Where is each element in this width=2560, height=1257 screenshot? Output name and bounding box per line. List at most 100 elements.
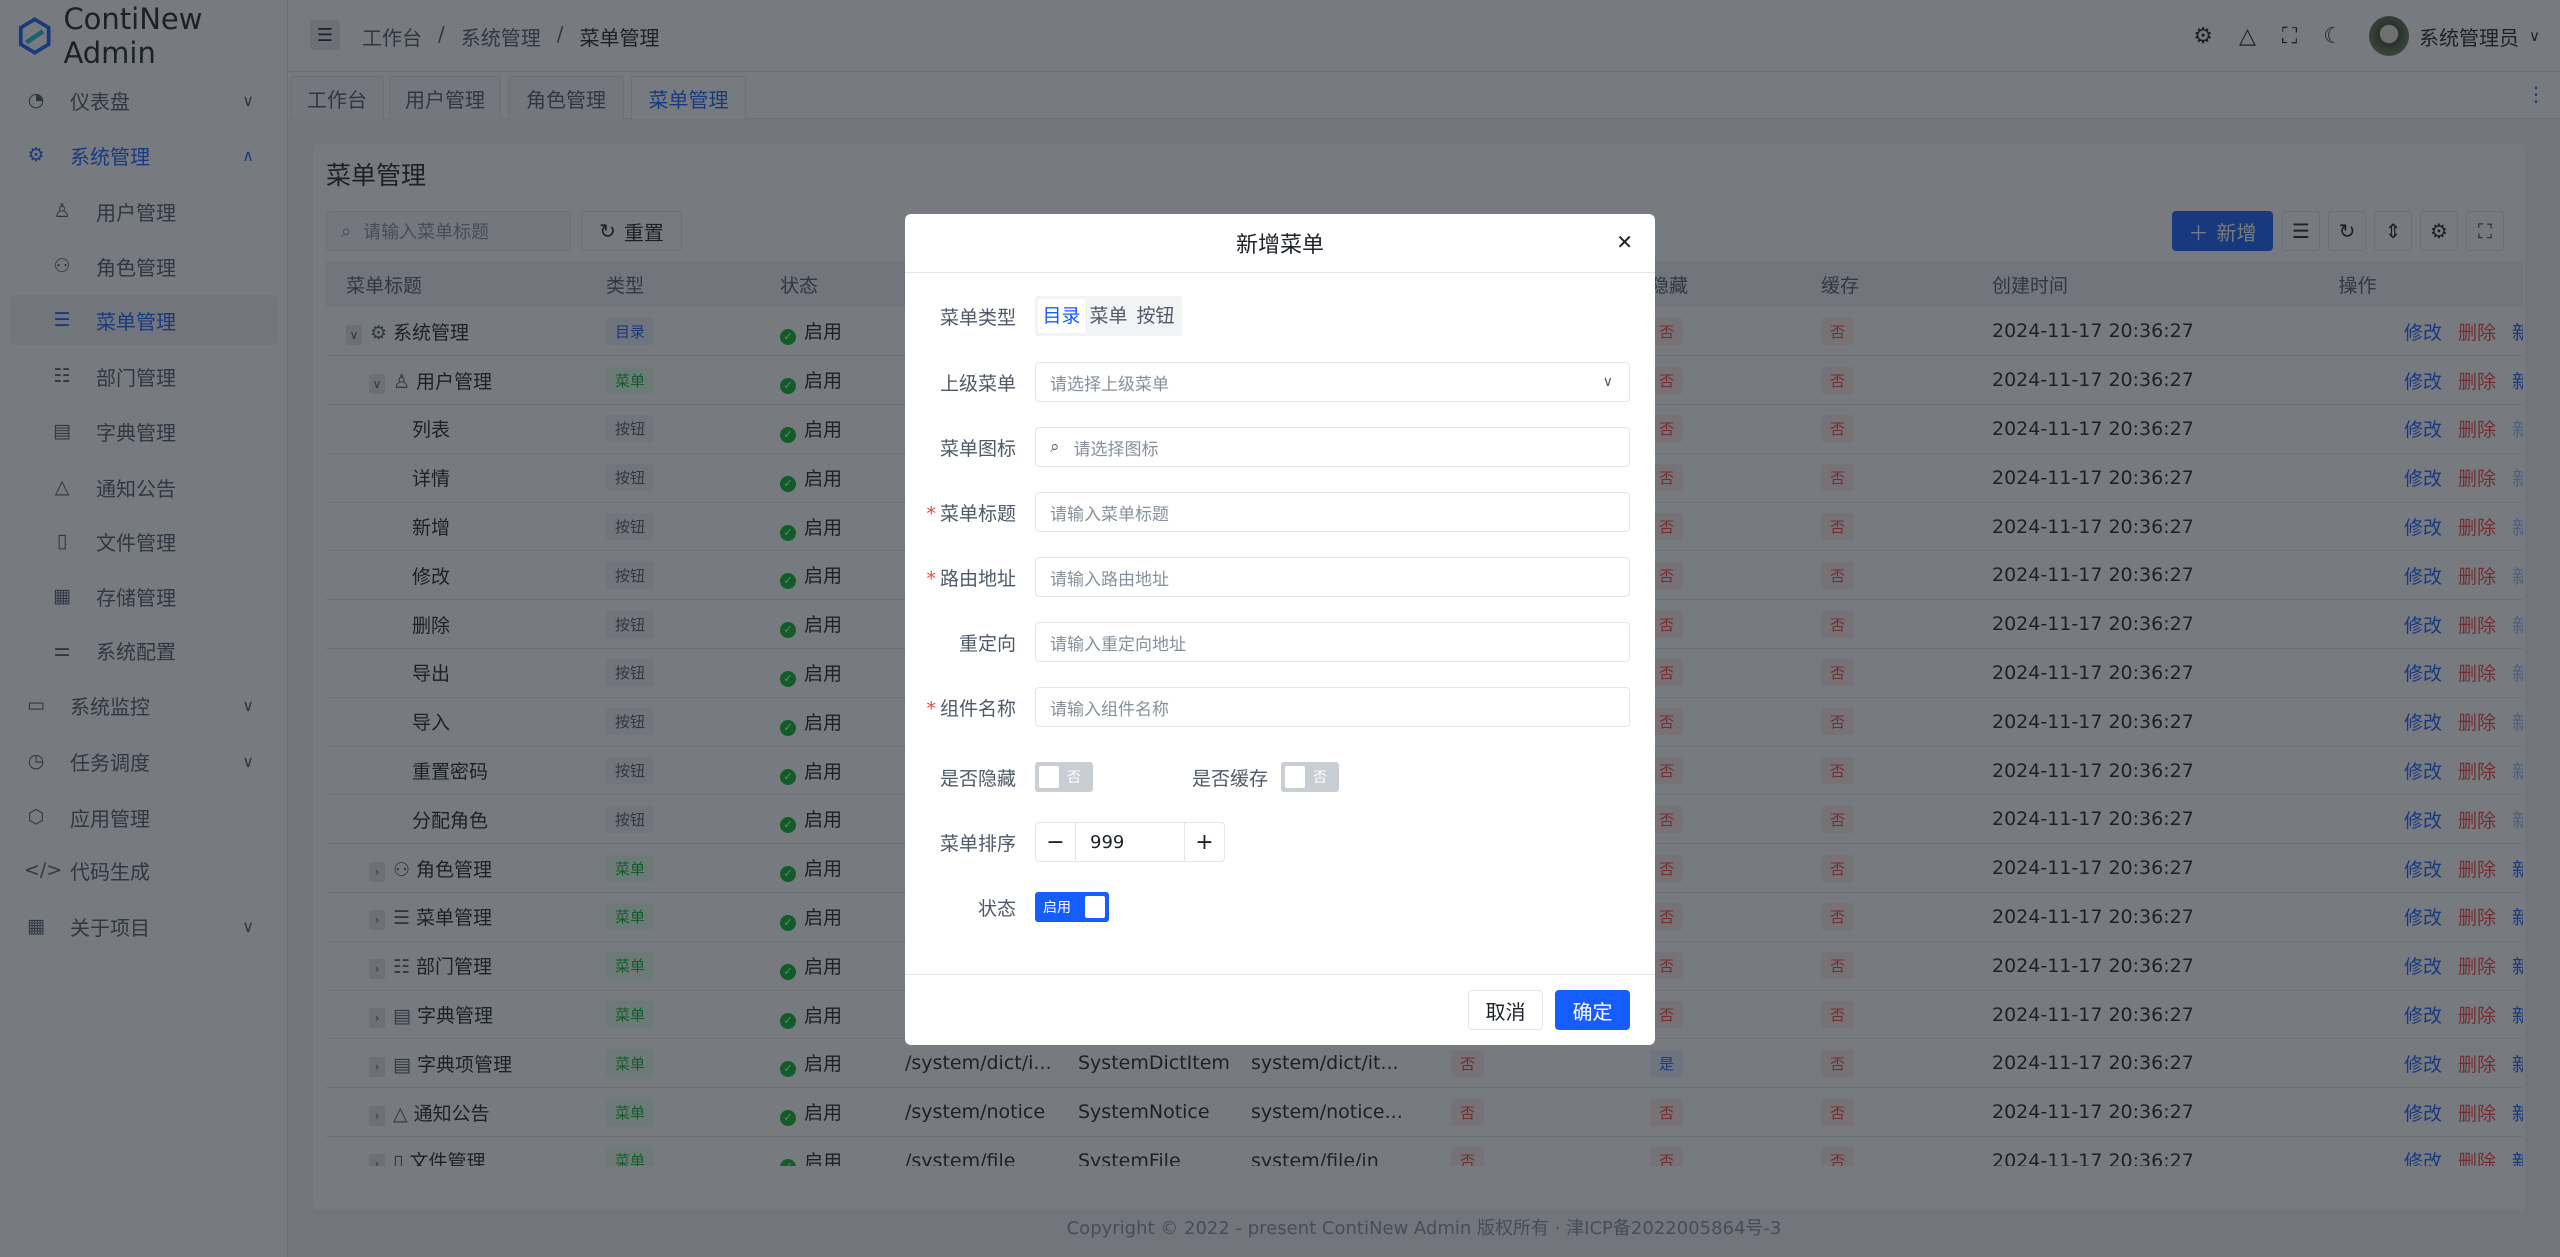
delete-link[interactable]: 删除: [2458, 321, 2497, 344]
sidebar-item[interactable]: ▤ 字典管理: [10, 406, 278, 456]
menu-type-directory[interactable]: 目录: [1038, 299, 1085, 333]
sidebar-item[interactable]: ⚇ 角色管理: [10, 241, 278, 291]
menu-type-button[interactable]: 按钮: [1136, 305, 1175, 327]
collapse-icon[interactable]: ›: [369, 861, 385, 882]
tab-role[interactable]: 角色管理: [508, 76, 624, 119]
add-child-link[interactable]: 新增: [2512, 1151, 2523, 1166]
delete-link[interactable]: 删除: [2458, 468, 2497, 491]
collapse-icon[interactable]: ›: [369, 1008, 385, 1029]
hidden-switch[interactable]: 否: [1035, 762, 1093, 792]
edit-link[interactable]: 修改: [2404, 761, 2443, 784]
bell-icon[interactable]: △: [2238, 23, 2256, 49]
sidebar-item[interactable]: ▦ 关于项目 ∨: [10, 901, 278, 951]
fullscreen-icon[interactable]: ⛶: [2281, 23, 2298, 49]
status-switch[interactable]: 启用: [1035, 892, 1109, 922]
moon-icon[interactable]: ☾: [2323, 23, 2344, 49]
sidebar-item[interactable]: </> 代码生成: [10, 845, 278, 895]
edit-link[interactable]: 修改: [2404, 809, 2443, 832]
edit-link[interactable]: 修改: [2404, 419, 2443, 442]
delete-link[interactable]: 删除: [2458, 712, 2497, 735]
expand-icon[interactable]: ∨: [346, 324, 362, 345]
fullscreen-button[interactable]: ⛶: [2466, 211, 2504, 251]
delete-link[interactable]: 删除: [2458, 663, 2497, 686]
add-child-link[interactable]: 新增: [2512, 1005, 2523, 1027]
edit-link[interactable]: 修改: [2404, 663, 2443, 686]
edit-link[interactable]: 修改: [2404, 1053, 2443, 1076]
add-child-link[interactable]: 新增: [2512, 1103, 2523, 1125]
menu-icon-select[interactable]: ⌕ 请选择图标: [1035, 427, 1630, 467]
delete-link[interactable]: 删除: [2458, 858, 2497, 881]
edit-link[interactable]: 修改: [2404, 907, 2443, 930]
delete-link[interactable]: 删除: [2458, 1151, 2497, 1166]
add-child-link[interactable]: 新增: [2512, 956, 2523, 978]
redirect-input[interactable]: 请输入重定向地址: [1035, 622, 1630, 662]
collapse-icon[interactable]: ›: [369, 1105, 385, 1126]
sidebar-item[interactable]: ⬡ 应用管理: [10, 792, 278, 842]
collapse-icon[interactable]: ›: [369, 959, 385, 980]
delete-link[interactable]: 删除: [2458, 956, 2497, 979]
decrement-button[interactable]: −: [1036, 823, 1076, 861]
delete-link[interactable]: 删除: [2458, 1005, 2497, 1028]
sidebar-item[interactable]: ◷ 任务调度 ∨: [10, 736, 278, 786]
edit-link[interactable]: 修改: [2404, 956, 2443, 979]
delete-link[interactable]: 删除: [2458, 370, 2497, 393]
search-input[interactable]: ⌕ 请输入菜单标题: [326, 211, 571, 251]
edit-link[interactable]: 修改: [2404, 1005, 2443, 1028]
collapse-icon[interactable]: ›: [369, 910, 385, 931]
edit-link[interactable]: 修改: [2404, 614, 2443, 637]
edit-link[interactable]: 修改: [2404, 565, 2443, 588]
more-icon[interactable]: ⋮: [2526, 82, 2546, 106]
sidebar-item[interactable]: ☷ 部门管理: [10, 351, 278, 401]
delete-link[interactable]: 删除: [2458, 565, 2497, 588]
sidebar-item[interactable]: △ 通知公告: [10, 462, 278, 512]
add-child-link[interactable]: 新增: [2512, 859, 2523, 881]
add-button[interactable]: ＋ 新增: [2172, 211, 2273, 251]
component-name-input[interactable]: 请输入组件名称: [1035, 687, 1630, 727]
delete-link[interactable]: 删除: [2458, 1053, 2497, 1076]
add-child-link[interactable]: 新增: [2512, 322, 2523, 344]
delete-link[interactable]: 删除: [2458, 761, 2497, 784]
edit-link[interactable]: 修改: [2404, 712, 2443, 735]
sort-input[interactable]: 999: [1090, 831, 1125, 853]
tab-user[interactable]: 用户管理: [389, 76, 501, 119]
tab-menu[interactable]: 菜单管理: [631, 76, 746, 119]
parent-menu-select[interactable]: 请选择上级菜单 ∨: [1035, 362, 1630, 402]
edit-link[interactable]: 修改: [2404, 321, 2443, 344]
tab-workbench[interactable]: 工作台: [290, 76, 384, 119]
sidebar-item[interactable]: ▦ 存储管理: [10, 571, 278, 621]
sidebar-item[interactable]: ⚌ 系统配置: [10, 625, 278, 675]
cache-switch[interactable]: 否: [1281, 762, 1339, 792]
delete-link[interactable]: 删除: [2458, 517, 2497, 540]
edit-link[interactable]: 修改: [2404, 858, 2443, 881]
edit-link[interactable]: 修改: [2404, 1102, 2443, 1125]
settings-icon[interactable]: ⚙: [2193, 23, 2213, 49]
sidebar-item[interactable]: ▯ 文件管理: [10, 516, 278, 566]
edit-link[interactable]: 修改: [2404, 1151, 2443, 1166]
sidebar-item[interactable]: ◔ 仪表盘 ∨: [10, 75, 278, 125]
sidebar-item[interactable]: ▭ 系统监控 ∨: [10, 680, 278, 730]
sidebar-item[interactable]: ☰ 菜单管理: [10, 295, 278, 345]
cancel-button[interactable]: 取消: [1468, 990, 1543, 1030]
sidebar-item[interactable]: ⚙ 系统管理 ∧: [10, 130, 278, 180]
expand-icon[interactable]: ∨: [369, 373, 385, 394]
increment-button[interactable]: +: [1184, 823, 1224, 861]
density-button[interactable]: ☰: [2282, 211, 2320, 251]
column-settings-button[interactable]: ⚙: [2420, 211, 2458, 251]
collapse-icon[interactable]: ›: [369, 1056, 385, 1077]
confirm-button[interactable]: 确定: [1555, 990, 1630, 1030]
add-child-link[interactable]: 新增: [2512, 907, 2523, 929]
add-child-link[interactable]: 新增: [2512, 371, 2523, 393]
reset-button[interactable]: ↻ 重置: [581, 211, 682, 251]
breadcrumb-item[interactable]: 系统管理: [460, 26, 541, 50]
collapse-sidebar-button[interactable]: ☰: [310, 20, 340, 50]
collapse-icon[interactable]: ›: [369, 1154, 385, 1166]
delete-link[interactable]: 删除: [2458, 419, 2497, 442]
delete-link[interactable]: 删除: [2458, 614, 2497, 637]
route-path-input[interactable]: 请输入路由地址: [1035, 557, 1630, 597]
refresh-button[interactable]: ↻: [2328, 211, 2366, 251]
delete-link[interactable]: 删除: [2458, 1102, 2497, 1125]
sidebar-item[interactable]: ♙ 用户管理: [10, 186, 278, 236]
add-child-link[interactable]: 新增: [2512, 1054, 2523, 1076]
delete-link[interactable]: 删除: [2458, 809, 2497, 832]
user-menu[interactable]: 系统管理员 ∨: [2369, 16, 2540, 56]
